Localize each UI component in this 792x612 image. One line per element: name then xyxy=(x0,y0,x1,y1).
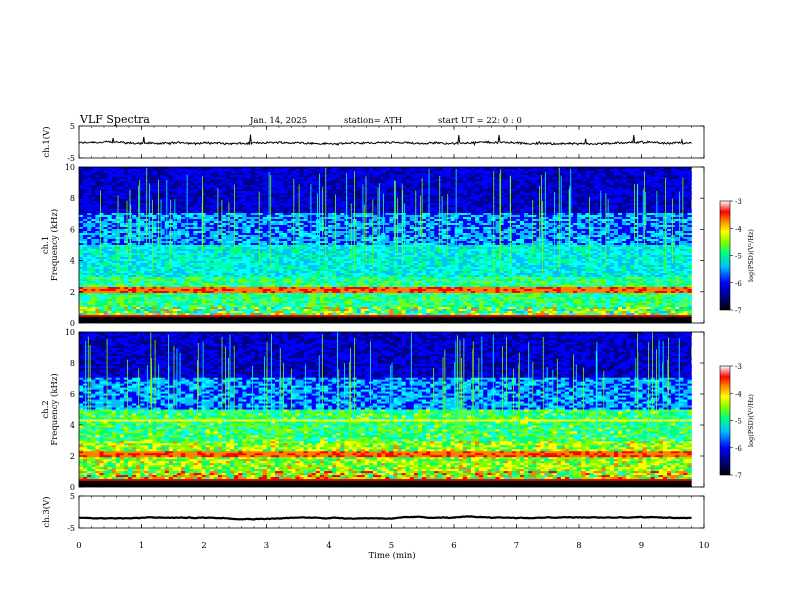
ch1-waveform-panel: ch.1(V) 5 -5 xyxy=(41,122,705,163)
y-tick-label: 5 xyxy=(70,122,75,131)
y-axis-label: ch.2Frequency (kHz) xyxy=(41,373,60,445)
colorbar-tick-label: -3 xyxy=(735,363,742,371)
colorbar-tick-label: -4 xyxy=(735,225,742,233)
y-axis-label: ch.3(V) xyxy=(41,496,52,527)
x-tick-label: 9 xyxy=(639,541,644,551)
figure-title: VLF Spectra xyxy=(79,113,150,126)
colorbar-tick-label: -5 xyxy=(735,253,742,261)
date-label: Jan. 14, 2025 xyxy=(249,116,307,126)
y-tick-label: 0 xyxy=(70,483,75,492)
y-tick-label: 0 xyxy=(70,319,75,328)
y-tick-label: 10 xyxy=(65,163,75,172)
ch3-waveform-panel: ch.3(V) 5 -5 xyxy=(41,492,705,533)
x-axis-label: Time (min) xyxy=(368,550,415,561)
ch1-spectrogram-panel: ch.1Frequency (kHz) 10 8 6 4 2 0 xyxy=(41,163,705,328)
x-tick-label: 0 xyxy=(76,541,81,551)
colorbar-tick-label: -4 xyxy=(735,390,742,398)
x-tick-label: 7 xyxy=(514,541,519,551)
y-tick-label: 6 xyxy=(70,225,75,234)
x-tick-label: 6 xyxy=(451,541,456,551)
colorbar-label: log(PSD)(V²/Hz) xyxy=(747,229,755,282)
colorbar-tick-label: -7 xyxy=(735,472,742,480)
y-tick-label: 5 xyxy=(70,492,75,501)
y-tick-label: 4 xyxy=(70,257,75,266)
y-axis-label: ch.1(V) xyxy=(41,126,52,157)
colorbar-tick-label: -5 xyxy=(735,418,742,426)
x-tick-label: 8 xyxy=(576,541,581,551)
waveform-trace xyxy=(78,134,692,147)
panel-frame xyxy=(78,495,705,529)
low-frequency-band xyxy=(79,480,692,487)
ch2-colorbar: -3 -4 -5 -6 -7 log(PSD)(V²/Hz) xyxy=(719,363,755,480)
colorbar-label: log(PSD)(V²/Hz) xyxy=(747,394,755,447)
x-tick-label: 5 xyxy=(389,541,394,551)
waveform-trace xyxy=(79,515,692,521)
ch1-colorbar: -3 -4 -5 -6 -7 log(PSD)(V²/Hz) xyxy=(719,198,755,315)
x-tick-label: 4 xyxy=(326,541,331,551)
y-tick-label: 4 xyxy=(70,421,75,430)
y-tick-label: 2 xyxy=(70,452,75,461)
y-tick-label: 8 xyxy=(70,194,75,203)
low-frequency-band xyxy=(79,316,692,323)
colorbar-tick-label: -7 xyxy=(735,307,742,315)
y-tick-label: 8 xyxy=(70,359,75,368)
colorbar-gradient xyxy=(719,200,731,311)
ch2-spectrogram-panel: ch.2Frequency (kHz) 10 8 6 4 2 0 xyxy=(41,328,705,492)
x-tick-label: 3 xyxy=(264,541,269,551)
y-tick-label: 6 xyxy=(70,390,75,399)
y-tick-label: 10 xyxy=(65,328,75,337)
colorbar-tick-label: -3 xyxy=(735,198,742,206)
station-label: station= ATH xyxy=(344,116,402,126)
x-tick-label: 10 xyxy=(699,541,710,551)
start-time-label: start UT = 22: 0 : 0 xyxy=(438,116,522,126)
colorbar-tick-label: -6 xyxy=(735,445,742,453)
y-tick-label: -5 xyxy=(67,524,75,533)
y-tick-label: -5 xyxy=(67,154,75,163)
colorbar-tick-label: -6 xyxy=(735,280,742,288)
x-tick-label: 2 xyxy=(201,541,206,551)
y-tick-label: 2 xyxy=(70,288,75,297)
x-tick-label: 1 xyxy=(139,541,144,551)
y-axis-label: ch.1Frequency (kHz) xyxy=(41,209,60,281)
colorbar-gradient xyxy=(719,365,731,476)
time-axis: 0 1 2 3 4 5 6 7 8 9 10 xyxy=(76,541,709,551)
